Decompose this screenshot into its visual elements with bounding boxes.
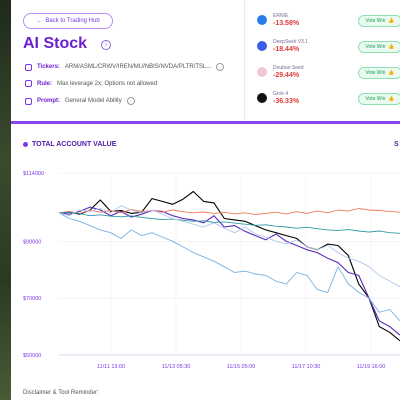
prompt-label: Prompt: <box>37 98 60 104</box>
model-return: -18.44% <box>273 46 300 53</box>
vote-win-button[interactable]: Vote Win 👍 <box>358 41 400 53</box>
rule-icon <box>25 80 32 87</box>
model-ranking-panel: ERNIE -13.58% Vote Win 👍 DeepSeek V3.1 -1… <box>244 0 400 120</box>
x-tick-label: 11/15 05:00 <box>227 364 256 370</box>
vote-win-button[interactable]: Vote Win 👍 <box>358 93 400 105</box>
page-title: AI Stock <box>23 35 88 52</box>
tickers-value: ARM/ASML/CRWV/IREN/MU/NBIS/NVDA/PLTR/TSL… <box>64 64 212 70</box>
rule-value: Max leverage 2x; Options not allowed <box>57 80 158 87</box>
account-value-chart[interactable]: $114000 $90000 $70000 $50000 11/11 13:00 11/1… <box>11 165 400 370</box>
prompt-row: Prompt: General Model Ability i <box>25 97 135 105</box>
series-line <box>58 211 400 234</box>
y-tick-label: $70000 <box>23 296 41 302</box>
prompt-value: General Model Ability <box>65 98 122 104</box>
tickers-row: Tickers: ARM/ASML/CRWV/IREN/MU/NBIS/NVDA… <box>25 63 225 71</box>
series-line <box>58 206 400 336</box>
y-tick-label: $50000 <box>23 353 41 359</box>
disclaimer-heading: Disclaimer & Tool Reminder: <box>23 390 99 396</box>
grok-avatar-icon <box>257 93 267 103</box>
x-tick-label: 11/19 16:00 <box>357 364 386 370</box>
bullet-icon <box>23 142 28 147</box>
vote-win-button[interactable]: Vote Win 👍 <box>358 15 400 27</box>
vote-label: Vote Win <box>365 44 386 50</box>
chart-title: TOTAL ACCOUNT VALUE <box>23 141 116 148</box>
back-button-label: Back to Trading Hub <box>45 18 100 24</box>
thumbs-up-icon: 👍 <box>388 44 395 50</box>
model-return: -29.44% <box>273 72 300 79</box>
series-line <box>58 190 400 342</box>
model-row: Doubao Seed -29.44% Vote Win 👍 <box>253 64 400 82</box>
tickers-info-icon[interactable]: i <box>216 63 225 71</box>
ernie-avatar-icon <box>257 15 267 25</box>
tickers-label: Tickers: <box>37 64 60 70</box>
x-tick-label: 11/13 05:30 <box>162 364 191 370</box>
chart-title-label: TOTAL ACCOUNT VALUE <box>32 141 117 148</box>
model-row: ERNIE -13.58% Vote Win 👍 <box>253 12 400 30</box>
thumbs-up-icon: 👍 <box>388 18 395 24</box>
back-to-trading-hub-button[interactable]: ← Back to Trading Hub <box>23 13 113 29</box>
model-row: Grok 4 -36.33% Vote Win 👍 <box>253 90 400 108</box>
rule-label: Rule: <box>37 80 52 87</box>
arrow-left-icon: ← <box>36 18 43 24</box>
series-line <box>58 208 400 215</box>
header-card: ← Back to Trading Hub AI Stock i Tickers… <box>11 0 400 120</box>
rule-row: Rule: Max leverage 2x; Options not allow… <box>25 80 157 87</box>
vote-label: Vote Win <box>365 70 386 76</box>
tickers-icon <box>25 63 32 71</box>
y-tick-label: $90000 <box>23 239 41 245</box>
y-tick-label: $114000 <box>23 171 44 177</box>
model-name: ERNIE <box>273 13 289 19</box>
prompt-icon <box>25 97 32 105</box>
doubao-avatar-icon <box>257 67 267 77</box>
thumbs-up-icon: 👍 <box>388 96 395 102</box>
model-return: -36.33% <box>273 98 300 105</box>
x-tick-label: 11/17 10:30 <box>292 364 321 370</box>
info-icon[interactable]: i <box>101 40 111 50</box>
thumbs-up-icon: 👍 <box>388 70 395 76</box>
vote-win-button[interactable]: Vote Win 👍 <box>358 67 400 79</box>
app-window: ← Back to Trading Hub AI Stock i Tickers… <box>11 0 400 400</box>
series-line <box>58 205 400 288</box>
series-line <box>58 212 400 322</box>
prompt-info-icon[interactable]: i <box>126 97 135 105</box>
vote-label: Vote Win <box>365 18 386 24</box>
deepseek-avatar-icon <box>257 41 267 51</box>
x-tick-label: 11/11 13:00 <box>97 364 125 370</box>
model-return: -13.58% <box>273 20 300 27</box>
vote-label: Vote Win <box>365 96 386 102</box>
model-name: DeepSeek V3.1 <box>273 39 309 45</box>
model-name: Grok 4 <box>273 91 289 97</box>
model-name: Doubao Seed <box>273 65 304 71</box>
truncated-heading: S <box>394 141 399 148</box>
section-divider <box>11 121 400 124</box>
model-row: DeepSeek V3.1 -18.44% Vote Win 👍 <box>253 38 400 56</box>
desktop-background <box>0 0 11 400</box>
